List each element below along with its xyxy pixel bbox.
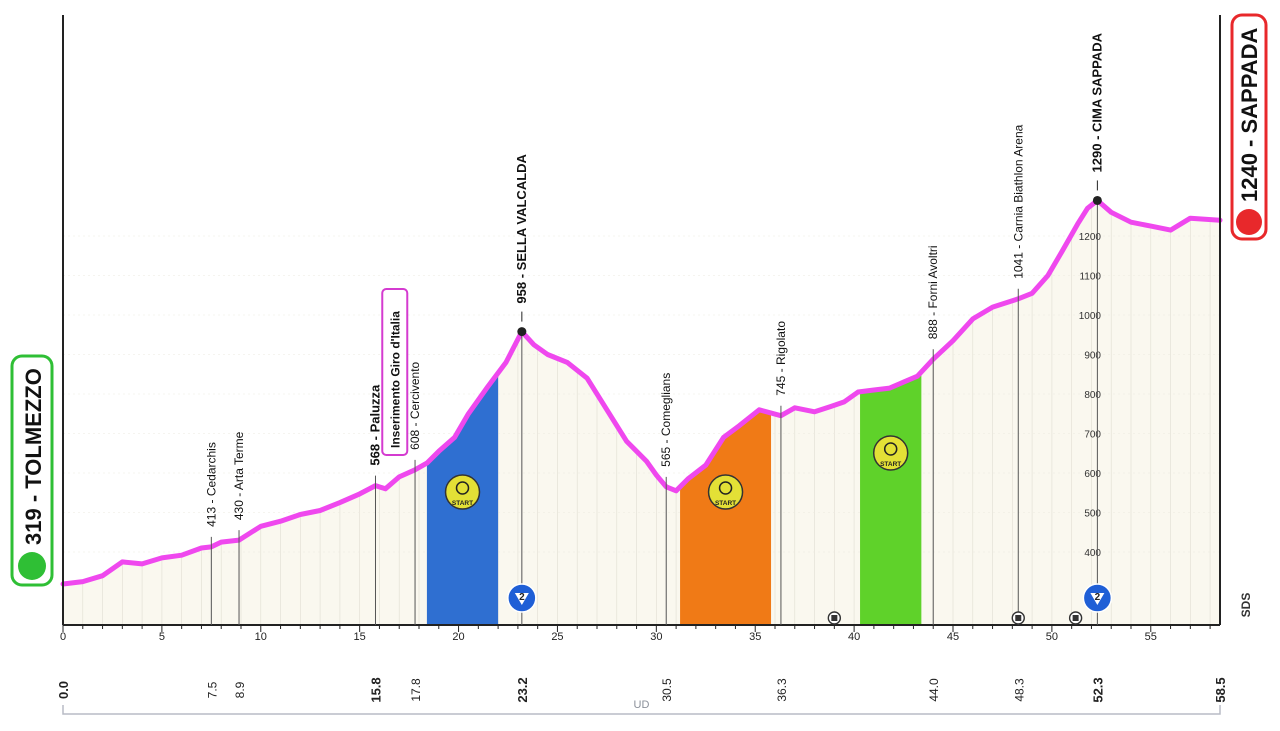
timer-icon: [883, 442, 898, 456]
finish-bike-icon: [1236, 209, 1262, 235]
y-tick-label: 600: [1084, 469, 1101, 480]
y-tick-label: 1000: [1079, 311, 1102, 322]
x-tick-label: 5: [159, 631, 165, 643]
tunnel-icon-door: [1072, 615, 1079, 621]
km-location-label: 15.8: [368, 677, 383, 702]
start-badge: [10, 354, 54, 587]
location-label: 568 - Paluzza: [367, 384, 382, 466]
x-tick-label: 45: [947, 631, 959, 643]
km-location-label: 48.3: [1012, 678, 1026, 702]
start-badge-icon: [444, 474, 481, 510]
timer-icon: [455, 481, 470, 495]
km-location-label: 52.3: [1090, 677, 1105, 702]
finish-label: 1240 - SAPPADA: [1237, 27, 1262, 202]
x-tick-label: 15: [354, 631, 366, 643]
y-tick-label: 900: [1084, 351, 1101, 362]
location-label: 608 - Cercivento: [408, 361, 422, 449]
km-location-label: 30.5: [660, 678, 674, 702]
note-label: Inserimento Giro d'Italia: [388, 311, 402, 448]
tunnel-icon-door: [1015, 615, 1022, 621]
location-label: 430 - Arta Terme: [232, 431, 246, 520]
x-tick-label: 40: [848, 631, 860, 643]
timer-icon: [718, 481, 733, 495]
kom-triangle-icon: [1090, 593, 1105, 605]
location-label: 1041 - Carnia Biathlon Arena: [1011, 124, 1025, 278]
y-tick-label: 700: [1084, 430, 1101, 441]
summit-marker: [517, 327, 527, 337]
profile-area: [63, 200, 1220, 625]
start-badge-label: START: [452, 500, 473, 507]
start-badge-label: START: [715, 500, 736, 507]
km-location-label: 17.8: [409, 678, 423, 702]
location-label: 565 - Comeglians: [659, 373, 673, 467]
x-tick-label: 20: [452, 631, 464, 643]
km-location-label: 44.0: [927, 678, 941, 702]
km-location-label: 23.2: [515, 677, 530, 702]
segment-zone-3: [860, 371, 922, 625]
location-label: 1290 - CIMA SAPPADA: [1089, 32, 1104, 172]
start-badge-icon: [872, 435, 909, 471]
y-tick-label: 800: [1084, 390, 1101, 401]
location-label: 888 - Forni Avoltri: [926, 245, 940, 339]
bike-icon: [18, 552, 46, 580]
kom-category-label: 2: [519, 592, 525, 603]
start-badge-icon: [707, 474, 744, 510]
tunnel-icon-door: [831, 615, 838, 621]
x-tick-label: 50: [1046, 631, 1058, 643]
y-tick-label: 1200: [1079, 232, 1102, 243]
km-location-label: 36.3: [775, 678, 789, 702]
x-tick-label: 30: [650, 631, 662, 643]
x-tick-label: 35: [749, 631, 761, 643]
x-tick-label: 10: [255, 631, 267, 643]
location-label: 958 - SELLA VALCALDA: [514, 153, 529, 303]
y-tick-label: 1100: [1079, 272, 1101, 283]
start-badge-label: START: [880, 461, 901, 468]
x-tick-label: 25: [551, 631, 563, 643]
profile-line: [60, 197, 1223, 587]
y-tick-label: 500: [1084, 509, 1101, 520]
sds-label: SDS: [1239, 593, 1253, 618]
kom-category-label: 2: [1095, 592, 1101, 603]
km-start-label: 0.0: [56, 681, 71, 699]
region-label: UD: [634, 699, 650, 711]
segment-zone-2: [680, 409, 772, 625]
location-label: 745 - Rigolato: [774, 321, 788, 396]
note-box: [381, 288, 409, 456]
x-tick-label: 0: [60, 631, 66, 643]
km-location-label: 8.9: [233, 681, 247, 698]
x-tick-label: 55: [1145, 631, 1157, 643]
finish-badge: [1230, 13, 1268, 241]
km-finish-label: 58.5: [1213, 677, 1228, 702]
location-label: 413 - Cedarchis: [204, 442, 218, 527]
start-label: 319 - TOLMEZZO: [21, 368, 46, 545]
y-tick-label: 400: [1084, 548, 1101, 559]
km-location-label: 7.5: [205, 681, 219, 698]
kom-triangle-icon: [514, 593, 529, 605]
region-bracket: [62, 705, 1221, 715]
summit-marker: [1092, 195, 1102, 205]
